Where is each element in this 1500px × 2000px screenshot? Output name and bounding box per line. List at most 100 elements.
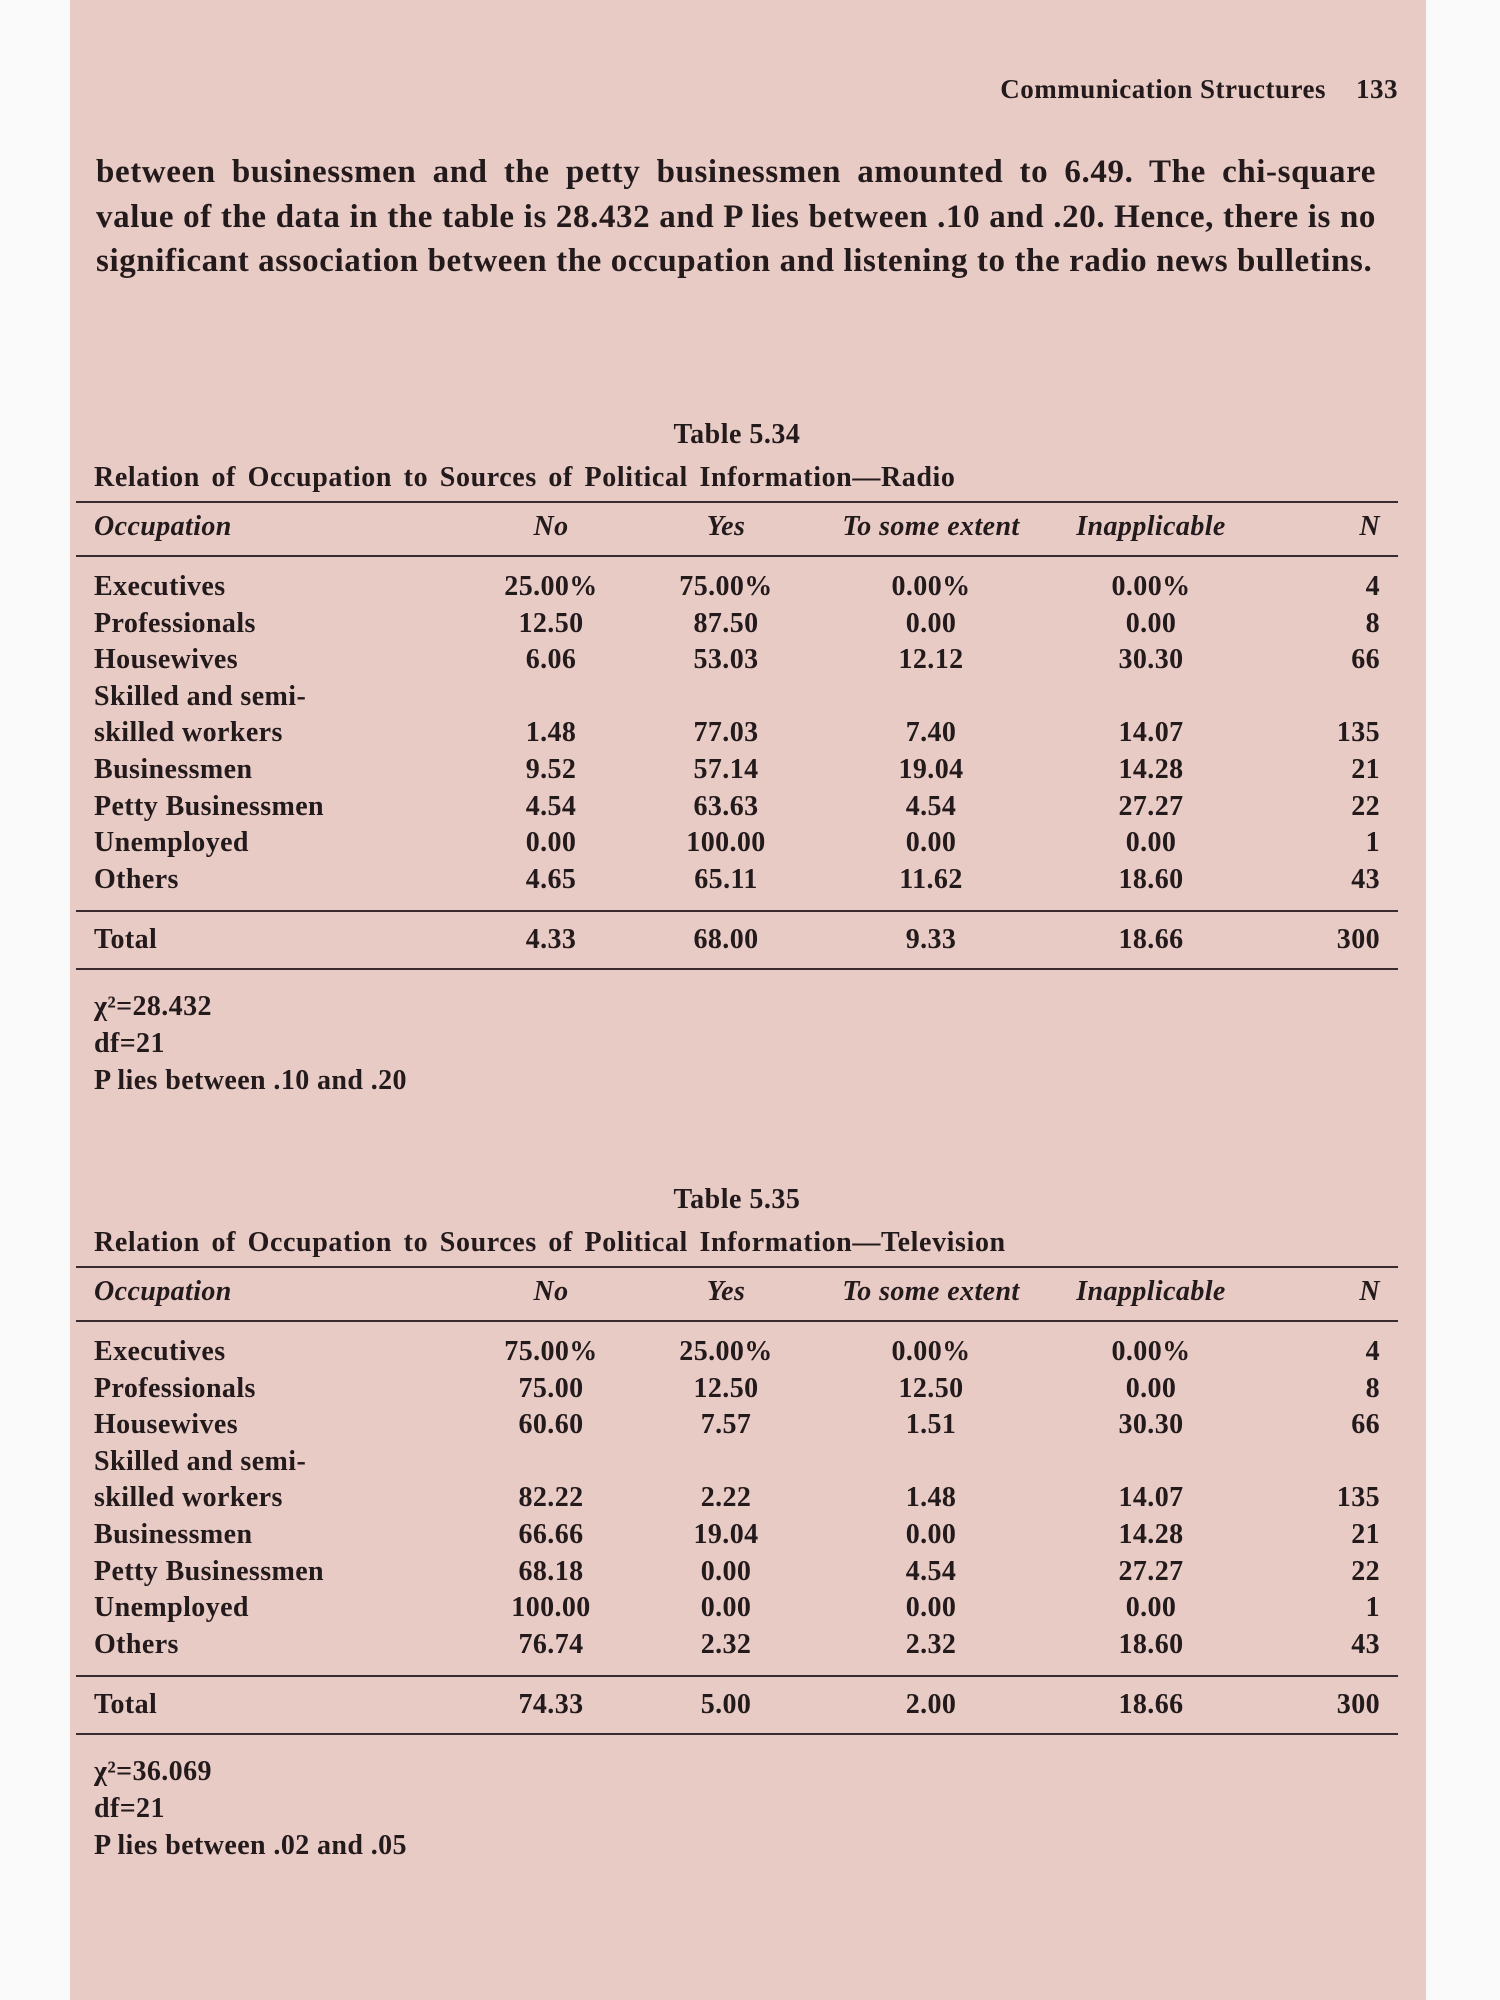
cell: 1.48	[525, 717, 577, 749]
table-label: Table 5.35	[673, 1184, 801, 1215]
row-label: Petty Businessmen	[94, 790, 325, 822]
running-header: Communication Structures 133	[1000, 74, 1398, 105]
cell: 100.00	[511, 1592, 591, 1624]
table-row: Executives 75.00% 25.00% 0.00% 0.00% 4	[76, 1321, 1398, 1371]
cell: 0.00	[905, 827, 957, 859]
table-row: Businessmen 66.66 19.04 0.00 14.28 21	[76, 1517, 1398, 1554]
cell: 77.03	[693, 717, 759, 749]
cell: 135	[1336, 717, 1380, 749]
table-row: Professionals 12.50 87.50 0.00 0.00 8	[76, 606, 1398, 643]
cell: 100.00	[686, 827, 766, 859]
cell: 12.12	[898, 644, 964, 676]
cell: 14.28	[1118, 753, 1184, 785]
row-label: Professionals	[94, 607, 256, 639]
column-header: Yes	[626, 1266, 826, 1322]
page-number: 133	[1356, 74, 1398, 104]
cell: 4	[1365, 1336, 1380, 1367]
cell: 1.48	[905, 1482, 957, 1514]
note: df=21	[94, 1793, 165, 1825]
column-header: N	[1266, 1266, 1398, 1322]
note: P lies between .02 and .05	[94, 1830, 407, 1862]
row-label: Skilled and semi- skilled workers	[94, 680, 307, 749]
cell: 1	[1365, 1592, 1380, 1624]
table-row: Unemployed 0.00 100.00 0.00 0.00 1	[76, 825, 1398, 862]
cell: 0.00	[905, 1592, 957, 1624]
running-title: Communication Structures	[1000, 74, 1326, 104]
table-row: Others 76.74 2.32 2.32 18.60 43	[76, 1627, 1398, 1677]
table-title: Relation of Occupation to Sources of Pol…	[94, 462, 956, 493]
cell: 8	[1365, 607, 1380, 639]
cell: 0.00%	[1111, 571, 1191, 602]
table-row: Unemployed 100.00 0.00 0.00 0.00 1	[76, 1590, 1398, 1627]
row-label: Executives	[94, 571, 226, 602]
cell: 21	[1351, 753, 1380, 785]
cell: 66	[1351, 644, 1380, 676]
cell: 66	[1351, 1409, 1380, 1441]
total-cell: 300	[1266, 910, 1398, 971]
cell: 75.00	[518, 1372, 584, 1404]
header-row: Occupation No Yes To some extent Inapplicabl…	[76, 1266, 1398, 1322]
row-label: Others	[94, 1628, 179, 1660]
table-block: Table 5.34 Relation of Occupation to Sour…	[76, 415, 1398, 1099]
book-page: Communication Structures 133 between busi…	[70, 0, 1426, 2000]
row-label: Petty Businessmen	[94, 1555, 325, 1587]
row-label: Businessmen	[94, 1518, 253, 1550]
note: χ²=28.432	[94, 991, 212, 1023]
cell: 25.00%	[679, 1336, 773, 1367]
total-label: Total	[76, 910, 476, 971]
cell: 27.27	[1118, 790, 1184, 822]
row-label: Executives	[94, 1336, 226, 1367]
table-row: Businessmen 9.52 57.14 19.04 14.28 21	[76, 752, 1398, 789]
cell: 8	[1365, 1372, 1380, 1404]
total-cell: 9.33	[826, 910, 1036, 971]
table-block: Table 5.35 Relation of Occupation to Sour…	[76, 1180, 1398, 1864]
cell: 30.30	[1118, 644, 1184, 676]
table-row: Professionals 75.00 12.50 12.50 0.00 8	[76, 1371, 1398, 1408]
total-cell: 68.00	[626, 910, 826, 971]
table-body: Executives 25.00% 75.00% 0.00% 0.00% 4 Profess…	[76, 556, 1398, 971]
table-notes: χ²=36.069 df=21 P lies between .02 and .05	[76, 1753, 1398, 1864]
table-title: Relation of Occupation to Sources of Pol…	[94, 1227, 1006, 1258]
cell: 19.04	[898, 753, 964, 785]
cell: 4.54	[905, 1555, 957, 1587]
cell: 18.60	[1118, 1628, 1184, 1660]
cell: 0.00	[905, 607, 957, 639]
table-row: Housewives 60.60 7.57 1.51 30.30 66	[76, 1407, 1398, 1444]
cell: 0.00	[1125, 1372, 1177, 1404]
column-header: N	[1266, 501, 1398, 557]
table-head: Occupation No Yes To some extent Inapplicabl…	[76, 501, 1398, 557]
cell: 4	[1365, 571, 1380, 602]
cell: 12.50	[693, 1372, 759, 1404]
cell: 60.60	[518, 1409, 584, 1441]
cell: 7.57	[700, 1409, 752, 1441]
cell: 135	[1336, 1482, 1380, 1514]
row-label: Others	[94, 863, 179, 895]
cell: 14.28	[1118, 1518, 1184, 1550]
column-header: Occupation	[76, 501, 476, 557]
row-label: Unemployed	[94, 1592, 249, 1624]
total-cell: 5.00	[626, 1675, 826, 1736]
column-header: Inapplicable	[1036, 1266, 1266, 1322]
column-header: Inapplicable	[1036, 501, 1266, 557]
cell: 9.52	[525, 753, 577, 785]
table-head: Occupation No Yes To some extent Inapplicabl…	[76, 1266, 1398, 1322]
cell: 4.65	[525, 863, 577, 895]
header-row: Occupation No Yes To some extent Inapplicabl…	[76, 501, 1398, 557]
total-cell: 2.00	[826, 1675, 1036, 1736]
column-header: No	[476, 501, 626, 557]
cell: 12.50	[518, 607, 584, 639]
cell: 75.00%	[504, 1336, 598, 1367]
cell: 0.00	[905, 1518, 957, 1550]
row-label: Skilled and semi- skilled workers	[94, 1445, 307, 1514]
cell: 1	[1365, 827, 1380, 859]
total-row: Total 4.33 68.00 9.33 18.66 300	[76, 910, 1398, 971]
cell: 0.00%	[1111, 1336, 1191, 1367]
table-row: Petty Businessmen 4.54 63.63 4.54 27.27 22	[76, 789, 1398, 826]
cell: 4.54	[525, 790, 577, 822]
cell: 0.00	[1125, 827, 1177, 859]
table-row: Housewives 6.06 53.03 12.12 30.30 66	[76, 642, 1398, 679]
cell: 12.50	[898, 1372, 964, 1404]
note: P lies between .10 and .20	[94, 1065, 407, 1097]
note: χ²=36.069	[94, 1756, 212, 1788]
